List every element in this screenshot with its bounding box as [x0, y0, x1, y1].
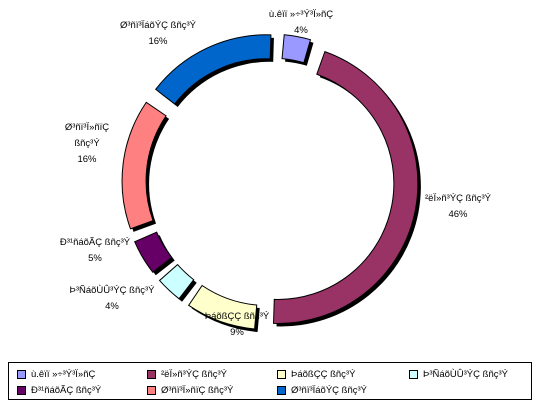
slice-label-group: Ð³¹ñáõÃÇ ßñç³Ý 5% [60, 237, 131, 264]
donut-slice [158, 263, 195, 300]
legend-label: ÞáõßÇÇ ßñç³Ý [291, 368, 356, 380]
legend-label: Ø³ñï³ÏáõÝÇ ßñç³Ý [291, 384, 368, 396]
legend-item: ÞáõßÇÇ ßñç³Ý [277, 367, 355, 381]
slice-label-group: Þ³ÑáõÙÛ³ÝÇ ßñç³Ý 4% [70, 285, 156, 312]
slice-percent-label: 9% [230, 327, 244, 338]
donut-slice [133, 231, 173, 273]
slice-label-group: ²ëÏ»ñ³ÝÇ ßñç³Ý 46% [425, 193, 492, 220]
slice-name-label: ù.êïï »÷³Ý³Ï»ñÇ [269, 9, 333, 20]
slice-name-label: Ð³¹ñáõÃÇ ßñç³Ý [60, 237, 131, 248]
legend-item: Ð³¹ñáõÃÇ ßñç³Ý [17, 383, 101, 397]
slice-label-group: ù.êïï »÷³Ý³Ï»ñÇ 4% [269, 9, 333, 36]
legend: ù.êïï »÷³Ý³Ï»ñÇ ²ëÏ»ñ³ÝÇ ßñç³Ý ÞáõßÇÇ ßñç³… [8, 362, 532, 400]
slice-percent-label: 5% [88, 253, 102, 264]
slice-percent-label: 46% [448, 209, 468, 220]
legend-swatch [277, 385, 286, 395]
legend-item: Þ³ÑáõÙÛ³ÝÇ ßñç³Ý [409, 367, 508, 381]
legend-label: ù.êïï »÷³Ý³Ï»ñÇ [31, 368, 96, 380]
legend-swatch [17, 369, 26, 379]
legend-item: Ø³ñï³Ï»ñïÇ ßñç³Ý [147, 383, 233, 397]
slice-percent-label: 16% [148, 36, 168, 47]
legend-swatch [277, 369, 286, 379]
legend-label: Ø³ñï³Ï»ñïÇ ßñç³Ý [161, 384, 234, 396]
legend-item: Ø³ñï³ÏáõÝÇ ßñç³Ý [277, 383, 367, 397]
slice-name-label: Ø³ñï³Ï»ñïÇ [65, 122, 109, 133]
legend-swatch [147, 385, 156, 395]
legend-label: Ð³¹ñáõÃÇ ßñç³Ý [31, 384, 102, 396]
legend-label: Þ³ÑáõÙÛ³ÝÇ ßñç³Ý [423, 368, 508, 380]
donut-slice [272, 50, 419, 324]
donut-slice [121, 101, 167, 230]
slice-label-group: Ø³ñï³Ï»ñïÇ ßñç³Ý 16% [65, 122, 109, 165]
slice-percent-label: 4% [105, 301, 119, 312]
slice-name-label: ßñç³Ý [74, 138, 100, 149]
legend-swatch [17, 385, 26, 395]
slice-percent-label: 4% [294, 25, 308, 36]
donut-slice [187, 284, 258, 330]
legend-swatch [409, 369, 418, 379]
slice-label-group: ÞáõßÇÇ ßñç³Ý 9% [205, 311, 270, 338]
donut-chart: ù.êïï »÷³Ý³Ï»ñÇ 4% ²ëÏ»ñ³ÝÇ ßñç³Ý 46% ÞáõßÇÇ… [60, 9, 492, 338]
legend-item: ²ëÏ»ñ³ÝÇ ßñç³Ý [147, 367, 227, 381]
legend-label: ²ëÏ»ñ³ÝÇ ßñç³Ý [161, 368, 227, 380]
legend-item: ù.êïï »÷³Ý³Ï»ñÇ [17, 367, 95, 381]
slice-percent-label: 16% [77, 154, 97, 165]
donut-slice [281, 34, 312, 64]
slice-name-label: Þ³ÑáõÙÛ³ÝÇ ßñç³Ý [70, 285, 156, 296]
donut-slice [154, 34, 272, 105]
slice-label-group: Ø³ñï³ÏáõÝÇ ßñç³Ý 16% [120, 20, 197, 47]
slice-name-label: ²ëÏ»ñ³ÝÇ ßñç³Ý [425, 193, 492, 204]
slice-name-label: ÞáõßÇÇ ßñç³Ý [205, 311, 270, 322]
slice-name-label: Ø³ñï³ÏáõÝÇ ßñç³Ý [120, 20, 197, 31]
legend-swatch [147, 369, 156, 379]
